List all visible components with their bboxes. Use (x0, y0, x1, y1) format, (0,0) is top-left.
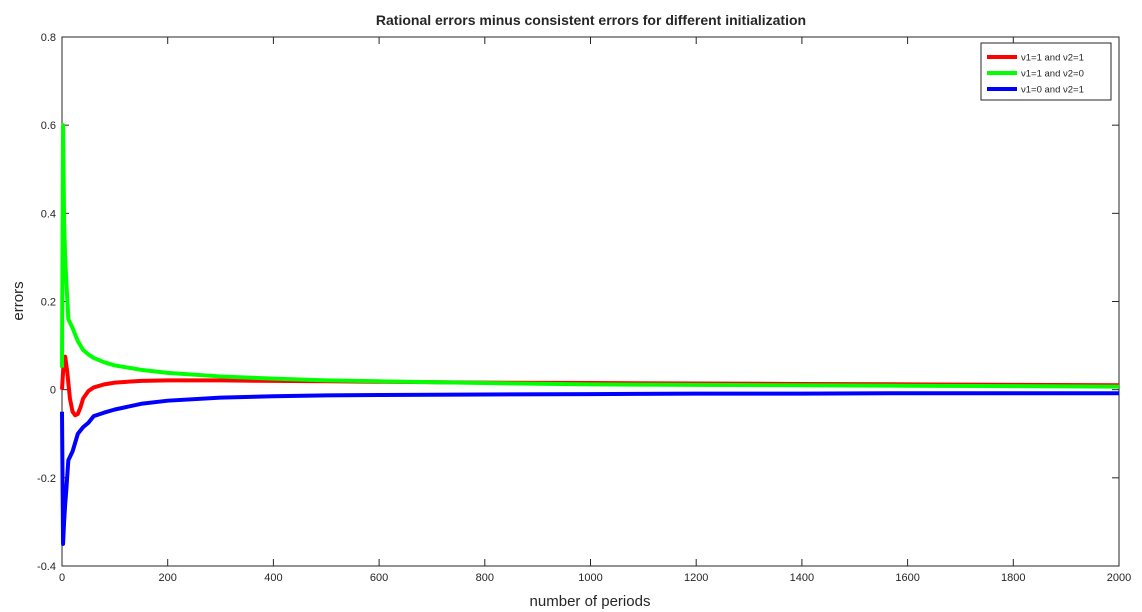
x-tick-label: 2000 (1107, 572, 1131, 584)
legend-label-1: ν1=1 and ν2=1 (1021, 53, 1084, 64)
x-axis-label: number of periods (530, 593, 651, 610)
y-tick-label: 0.2 (41, 297, 56, 309)
series-line-3 (60, 391, 1119, 546)
y-tick-label: -0.2 (37, 473, 56, 485)
chart-title: Rational errors minus consistent errors … (376, 12, 806, 28)
y-tick-label: 0 (50, 385, 56, 397)
x-tick-label: 400 (264, 572, 282, 584)
y-axis-label: errors (10, 281, 27, 320)
x-tick-label: 200 (159, 572, 177, 584)
y-tick-label: 0.8 (41, 32, 56, 44)
series-lines (60, 123, 1120, 546)
y-tick-label: -0.4 (37, 561, 56, 573)
x-tick-label: 0 (59, 572, 65, 584)
x-tick-label: 600 (370, 572, 388, 584)
x-tick-label: 1600 (895, 572, 919, 584)
y-axis: -0.4 -0.2 0 0.2 0.4 0.6 0.8 (37, 32, 1119, 573)
x-tick-label: 1800 (1001, 572, 1025, 584)
legend-label-2: ν1=1 and ν2=0 (1021, 69, 1084, 80)
legend-items: ν1=1 and ν2=1 ν1=1 and ν2=0 ν1=0 and ν2=1 (987, 53, 1084, 96)
y-tick-label: 0.6 (41, 120, 56, 132)
legend-label-3: ν1=0 and ν2=1 (1021, 85, 1084, 96)
x-tick-label: 1000 (578, 572, 602, 584)
series-line-2 (60, 123, 1120, 389)
x-tick-label: 800 (476, 572, 494, 584)
x-tick-label: 1400 (790, 572, 814, 584)
x-tick-label: 1200 (684, 572, 708, 584)
y-tick-label: 0.4 (41, 208, 56, 220)
axes-box (61, 36, 1120, 567)
x-axis: 0 200 400 600 800 1000 1200 1400 1600 1800 2000 (59, 37, 1131, 584)
plot-area: 0 200 400 600 800 1000 1200 1400 1600 1800 2000 -0… (37, 32, 1131, 584)
legend: ν1=1 and ν2=1 ν1=1 and ν2=0 ν1=0 and ν2=1 (980, 42, 1112, 101)
